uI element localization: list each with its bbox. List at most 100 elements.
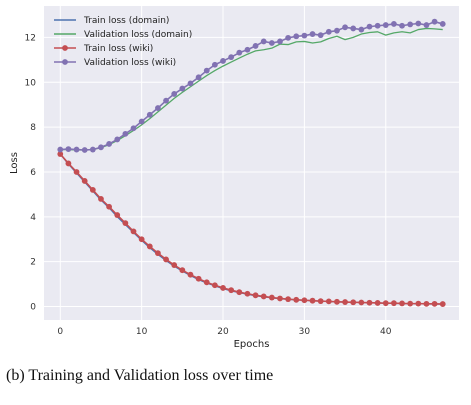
data-point	[122, 220, 129, 227]
data-point	[89, 187, 96, 193]
data-point	[187, 271, 194, 278]
data-point	[220, 285, 226, 291]
legend-label: Train loss (wiki)	[83, 44, 153, 54]
data-point	[228, 287, 235, 294]
y-tick-label: 2	[30, 258, 36, 268]
data-point	[211, 61, 218, 68]
y-tick-label: 4	[30, 213, 36, 223]
data-point	[317, 298, 324, 305]
data-point	[399, 22, 405, 29]
legend-label: Validation loss (domain)	[84, 30, 192, 40]
series-lines	[57, 18, 446, 307]
data-point	[423, 22, 430, 28]
legend-label: Validation loss (wiki)	[84, 58, 176, 68]
y-tick-label: 0	[30, 303, 36, 313]
data-point	[65, 160, 72, 167]
data-point	[325, 298, 332, 305]
y-tick-label: 8	[30, 123, 36, 133]
data-point	[155, 250, 161, 257]
data-point	[366, 299, 373, 306]
data-point	[260, 293, 267, 300]
data-point	[334, 27, 340, 34]
legend-item: Train loss (wiki)	[54, 44, 153, 54]
x-axis-label: Epochs	[234, 339, 270, 350]
data-point	[203, 279, 210, 286]
data-point	[114, 136, 121, 143]
data-point	[366, 23, 373, 30]
data-point	[285, 296, 292, 303]
data-point	[423, 300, 430, 307]
data-point	[130, 228, 137, 235]
data-point	[285, 34, 292, 41]
data-point	[114, 212, 121, 218]
data-point	[195, 74, 202, 81]
data-point	[81, 178, 88, 184]
data-point	[391, 300, 397, 307]
x-tick-label: 0	[57, 327, 63, 337]
data-point	[431, 18, 438, 25]
figure-caption: (b) Training and Validation loss over ti…	[6, 367, 274, 384]
data-point	[334, 298, 340, 305]
data-point	[171, 262, 178, 268]
data-point	[203, 67, 210, 74]
data-point	[65, 146, 72, 152]
data-point	[98, 144, 104, 151]
data-point	[293, 296, 300, 303]
data-point	[342, 24, 348, 31]
data-point	[73, 169, 80, 175]
data-point	[228, 54, 235, 61]
x-tick-label: 30	[299, 327, 311, 337]
data-point	[244, 290, 251, 297]
x-tick-label: 20	[217, 327, 229, 337]
data-point	[260, 38, 267, 45]
legend-item: Validation loss (wiki)	[54, 58, 176, 68]
x-tick-label: 40	[380, 327, 392, 337]
data-point	[415, 20, 422, 27]
legend-label: Train loss (domain)	[83, 16, 169, 26]
data-point	[358, 26, 365, 33]
plot-area	[44, 6, 459, 320]
data-point	[309, 31, 316, 37]
data-point	[399, 300, 405, 307]
data-point	[252, 43, 259, 49]
data-point	[244, 46, 251, 53]
y-axis-label: Loss	[9, 152, 20, 174]
data-point	[301, 297, 308, 304]
data-point	[374, 22, 381, 29]
data-point	[146, 111, 153, 118]
y-tick-label: 10	[25, 78, 37, 88]
tick-labels: 0 10 20 30 40 0 2 4 6 8 10 12	[25, 33, 392, 337]
data-point	[138, 236, 145, 243]
data-point	[106, 141, 112, 147]
data-point	[195, 275, 202, 282]
data-point	[439, 21, 446, 27]
data-point	[163, 256, 169, 263]
data-point	[268, 40, 275, 46]
y-tick-label: 12	[25, 33, 36, 43]
data-point	[211, 282, 218, 289]
x-tick-label: 10	[136, 327, 148, 337]
data-point	[325, 28, 332, 35]
data-point	[268, 294, 275, 301]
series-3	[57, 151, 446, 307]
data-point	[81, 147, 88, 153]
data-point	[122, 130, 129, 137]
data-point	[163, 97, 169, 104]
data-point	[57, 146, 64, 153]
series-line	[60, 27, 443, 151]
loss-chart: 0 10 20 30 40 0 2 4 6 8 10 12 Epochs Loss Train los…	[9, 6, 459, 350]
data-point	[138, 118, 145, 125]
data-point	[350, 25, 357, 32]
data-point	[57, 151, 64, 157]
data-point	[382, 22, 389, 28]
data-point	[236, 289, 243, 296]
legend-marker	[62, 45, 68, 51]
data-point	[439, 301, 446, 307]
data-point	[130, 125, 137, 132]
data-point	[358, 299, 365, 306]
data-point	[106, 203, 112, 210]
data-point	[277, 38, 283, 45]
data-point	[382, 300, 389, 307]
data-point	[391, 21, 397, 27]
data-point	[220, 58, 226, 64]
